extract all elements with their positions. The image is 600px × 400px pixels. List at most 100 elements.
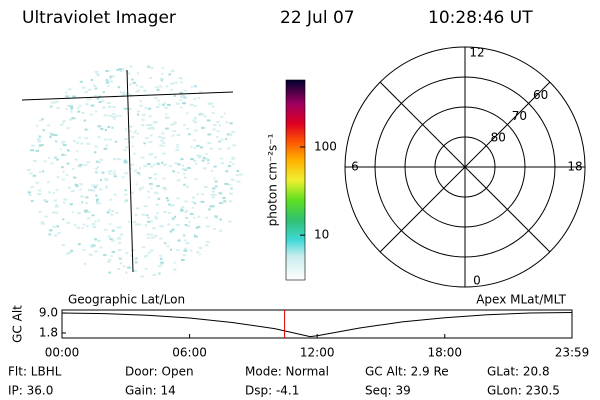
pixel	[229, 122, 233, 125]
pixel	[239, 173, 243, 176]
pixel	[47, 124, 51, 127]
pixel	[236, 174, 239, 176]
pixel	[225, 138, 228, 141]
info-text: Door: Open	[125, 365, 194, 379]
pixel	[165, 116, 170, 119]
pixel	[117, 237, 122, 240]
pixel	[87, 88, 92, 91]
pixel	[201, 193, 205, 196]
pixel	[184, 224, 188, 226]
pixel	[62, 218, 65, 221]
pixel	[229, 200, 233, 203]
pixel	[214, 193, 217, 196]
pixel	[176, 249, 180, 252]
pixel	[183, 234, 186, 237]
pixel	[119, 114, 122, 117]
pixel	[117, 249, 122, 251]
pixel	[194, 147, 197, 150]
pixel	[236, 180, 241, 183]
grid-line	[126, 69, 134, 273]
pixel	[39, 144, 43, 147]
pixel	[158, 85, 163, 88]
pixel	[144, 137, 149, 140]
pixel	[98, 101, 102, 103]
spoke	[379, 81, 551, 253]
pixel	[136, 110, 141, 113]
pixel	[230, 178, 235, 181]
pixel	[61, 166, 64, 169]
pixel	[154, 234, 158, 237]
pixel	[194, 235, 198, 238]
pixel	[96, 97, 100, 100]
pixel	[211, 111, 215, 114]
info-text: Gain: 14	[125, 384, 176, 398]
pixel	[196, 251, 200, 254]
pixel	[198, 154, 202, 157]
pixel	[175, 149, 180, 152]
pixel	[55, 140, 58, 143]
pixel	[160, 261, 164, 264]
pixel	[62, 170, 65, 173]
pixel	[161, 225, 165, 228]
pixel	[185, 242, 190, 244]
info-text: GLat: 20.8	[487, 365, 550, 379]
pixel	[205, 153, 208, 156]
pixel	[183, 124, 186, 126]
pixel	[212, 128, 216, 131]
pixel	[165, 197, 169, 199]
pixel	[56, 158, 59, 161]
pixel	[62, 121, 65, 124]
pixel	[193, 160, 197, 162]
pixel	[149, 165, 154, 168]
pixel	[43, 160, 47, 163]
pixel	[163, 211, 167, 214]
pixel	[84, 210, 87, 213]
pixel	[133, 169, 138, 172]
pixel	[41, 118, 44, 121]
pixel	[227, 183, 232, 186]
pixel	[183, 168, 187, 171]
pixel	[109, 80, 113, 83]
info-text: Flt: LBHL	[8, 365, 62, 379]
date: 22 Jul 07	[280, 8, 355, 28]
pixel	[183, 96, 187, 99]
pixel	[50, 133, 54, 136]
pixel	[157, 197, 161, 200]
pixel	[162, 177, 166, 180]
pixel	[134, 129, 137, 132]
pixel	[185, 209, 189, 212]
pixel	[85, 196, 89, 199]
pixel	[173, 94, 176, 97]
pixel	[150, 220, 153, 223]
pixel	[97, 202, 101, 205]
pixel	[222, 196, 226, 199]
pixel	[134, 213, 138, 216]
pixel	[66, 149, 69, 151]
pixel	[111, 250, 115, 253]
pixel	[81, 86, 86, 89]
pixel	[37, 140, 42, 143]
pixel	[76, 150, 79, 153]
pixel	[184, 89, 187, 92]
info-text: Seq: 39	[365, 384, 411, 398]
pixel	[174, 215, 177, 218]
pixel	[133, 270, 138, 272]
pixel	[171, 69, 175, 72]
pixel	[155, 86, 159, 89]
pixel	[141, 213, 146, 216]
pixel	[105, 179, 109, 182]
pixel	[108, 258, 112, 261]
pixel	[190, 158, 194, 161]
pixel	[193, 116, 197, 119]
pixel	[45, 200, 49, 203]
pixel	[98, 188, 103, 191]
pixel	[75, 141, 80, 144]
pixel	[127, 266, 131, 269]
pixel	[132, 81, 136, 84]
pixel	[112, 75, 115, 78]
pixel	[36, 138, 41, 141]
pixel	[205, 216, 209, 219]
pixel	[159, 254, 162, 257]
pixel	[100, 178, 103, 181]
pixel	[139, 85, 144, 88]
